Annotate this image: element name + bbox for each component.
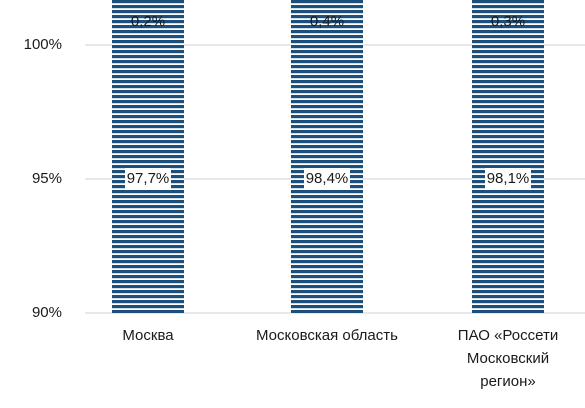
label-box bbox=[125, 168, 171, 190]
y-tick-label: 100% bbox=[24, 36, 62, 53]
bar-segment bbox=[112, 0, 184, 313]
y-tick-label: 90% bbox=[32, 304, 62, 321]
x-tick-label: Москва bbox=[122, 327, 174, 344]
data-label: 0,2% bbox=[131, 13, 165, 30]
y-tick-label: 95% bbox=[32, 170, 62, 187]
data-label: 98,4% bbox=[306, 170, 349, 187]
data-label: 0,3% bbox=[491, 13, 525, 30]
x-tick-label: ПАО «Россети Московский регион» bbox=[458, 327, 558, 390]
data-label: 0,4% bbox=[310, 13, 344, 30]
data-label: 97,7% bbox=[127, 170, 170, 187]
data-label: 98,1% bbox=[487, 170, 530, 187]
label-box bbox=[304, 168, 350, 190]
bar-segment bbox=[291, 0, 363, 313]
label-box bbox=[485, 168, 531, 190]
bar-segment bbox=[472, 0, 544, 313]
x-tick-label: Московская область bbox=[256, 327, 398, 344]
